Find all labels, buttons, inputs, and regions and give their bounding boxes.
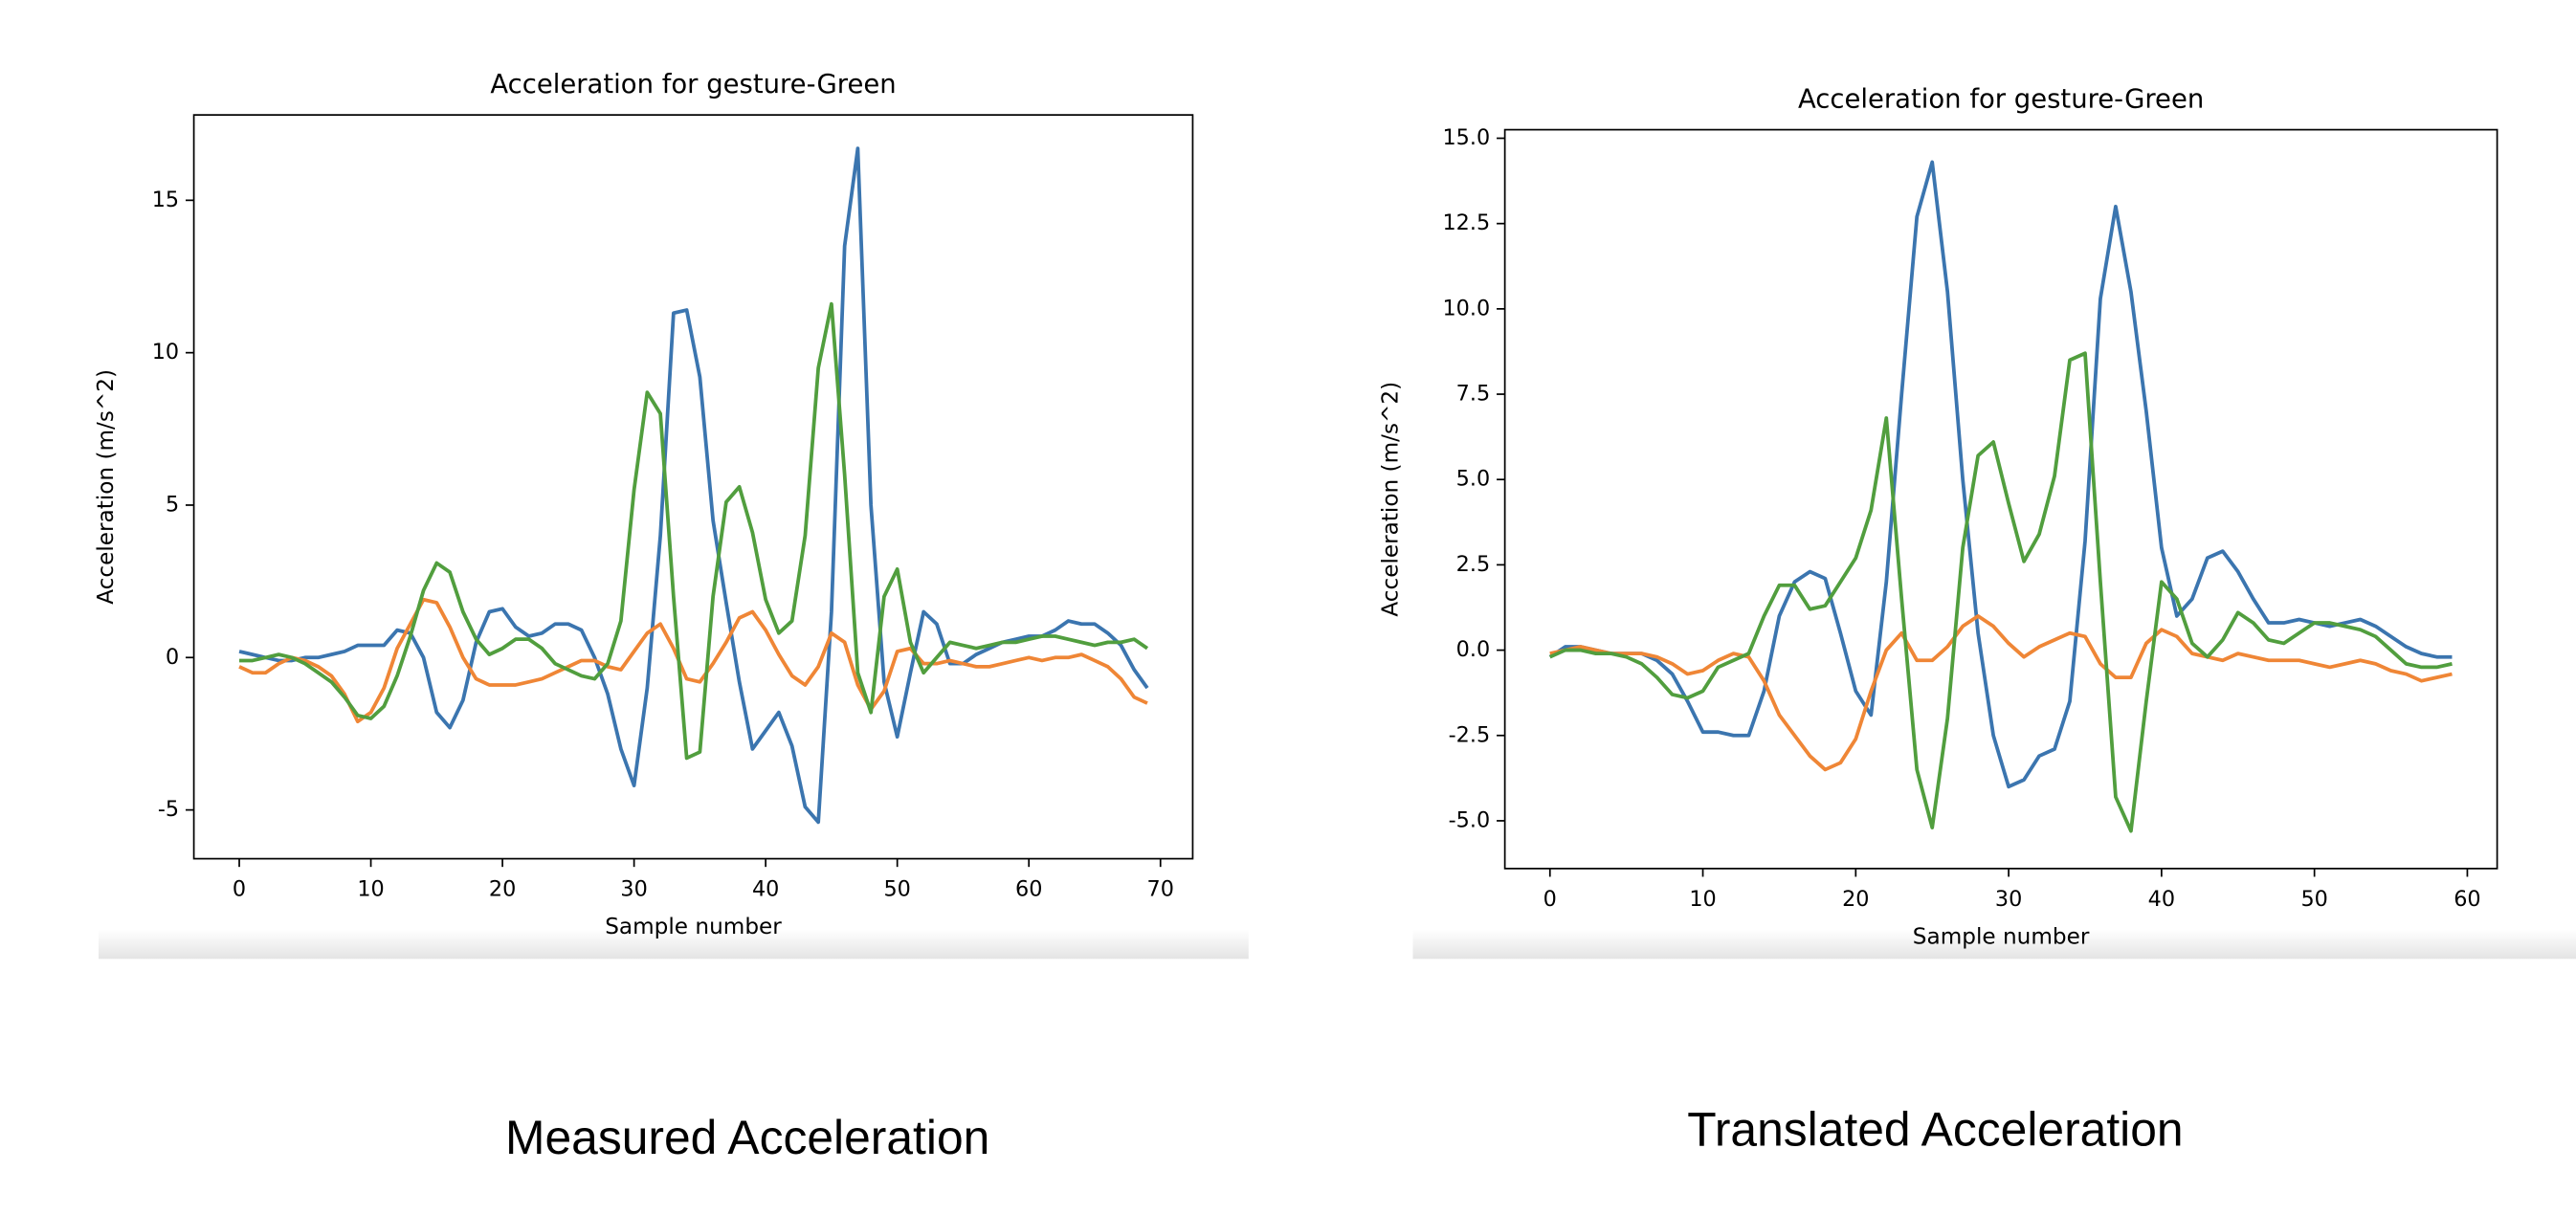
y-tick-label: 5.0 [1456,467,1490,492]
x-tick-label: 30 [620,877,647,902]
y-tick-label: -2.5 [1449,722,1491,747]
series-line [1549,614,2453,772]
y-tick-label: 15.0 [1443,125,1491,150]
y-tick-label: 5 [166,492,179,517]
y-tick-label: -5 [158,797,179,822]
x-tick-label: 30 [1995,887,2022,912]
x-tick-label: 50 [883,877,910,902]
caption: Measured Acceleration [505,1111,989,1164]
series-line [239,301,1149,761]
x-tick-label: 20 [489,877,516,902]
y-tick-label: 15 [152,188,179,212]
y-tick-label: 0 [166,645,179,670]
plot-frame [192,114,1194,860]
x-tick-label: 60 [1015,877,1042,902]
x-axis-label: Sample number [1913,923,2090,949]
x-tick-label: 0 [233,877,246,902]
y-tick-label: -5.0 [1449,807,1491,832]
shadow [99,929,1249,960]
y-axis-label: Acceleration (m/s^2) [93,369,119,605]
y-tick-label: 10 [152,340,179,364]
chart-title: Acceleration for gesture-Green [490,70,896,99]
series-line [238,146,1149,825]
x-tick-label: 70 [1147,877,1174,902]
y-tick-label: 0.0 [1456,637,1490,662]
caption: Translated Acceleration [1687,1102,2183,1156]
x-tick-label: 0 [1543,887,1557,912]
x-tick-label: 60 [2454,887,2480,912]
y-tick-label: 12.5 [1443,210,1491,235]
x-tick-label: 50 [2300,887,2327,912]
y-tick-label: 7.5 [1456,382,1490,407]
y-axis-label: Acceleration (m/s^2) [1378,382,1404,617]
y-tick-label: 10.0 [1443,296,1491,320]
series-line [238,597,1148,724]
chart-title: Acceleration for gesture-Green [1798,85,2204,115]
shadow [1412,929,2576,960]
series-line [1548,160,2453,789]
series-line [1548,351,2453,833]
x-tick-label: 10 [357,877,384,902]
x-tick-label: 40 [752,877,779,902]
x-tick-label: 40 [2148,887,2175,912]
x-axis-label: Sample number [605,914,782,939]
x-tick-label: 20 [1842,887,1869,912]
plot-frame [1503,128,2498,870]
x-tick-label: 10 [1689,887,1716,912]
y-tick-label: 2.5 [1456,552,1490,577]
